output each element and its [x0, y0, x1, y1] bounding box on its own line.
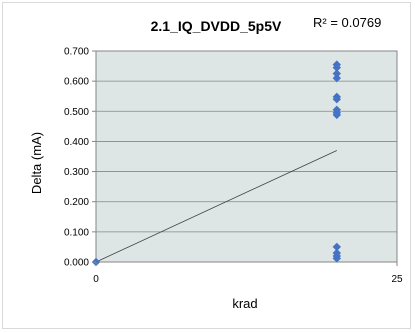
data-point-6: [332, 95, 341, 104]
y-tick-label-5: 0.500: [64, 107, 89, 118]
data-point-10: [332, 242, 341, 252]
x-axis-ticks: 0 25: [93, 262, 403, 285]
r-squared-annotation: R² = 0.0769: [313, 15, 381, 30]
y-tick-label-7: 0.700: [64, 47, 89, 58]
plot-area: [95, 50, 398, 263]
data-point-9: [332, 110, 341, 120]
y-axis-ticks: 0.000 0.100 0.200 0.300 0.400 0.500 0.600 0.700: [64, 47, 96, 269]
data-point-3: [332, 69, 341, 78]
y-tick-label-0: 0.000: [64, 258, 89, 269]
x-tick-label-1: 25: [391, 274, 403, 285]
y-tick-label-4: 0.400: [64, 137, 89, 148]
chart-title: 2.1_IQ_DVDD_5p5V: [151, 18, 282, 34]
gridlines: [96, 50, 397, 263]
y-tick-label-2: 0.200: [64, 197, 89, 208]
trendline: [95, 150, 337, 263]
data-point-2: [332, 63, 341, 72]
data-point-4: [332, 73, 341, 83]
y-tick-label-6: 0.600: [64, 77, 89, 88]
y-axis-label: Delta (mA): [29, 132, 44, 194]
y-tick-label-1: 0.100: [64, 227, 89, 238]
y-tick-label-3: 0.300: [64, 167, 89, 178]
x-axis-label: krad: [232, 296, 257, 311]
data-point-13: [332, 254, 341, 263]
x-tick-label-0: 0: [93, 274, 99, 285]
